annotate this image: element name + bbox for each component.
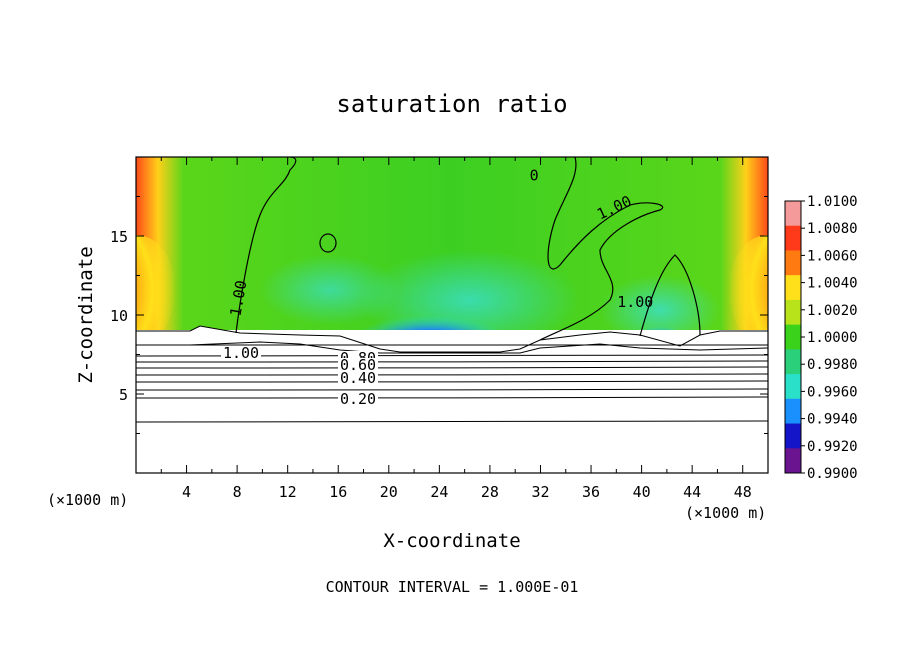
left-hot-region — [136, 235, 176, 345]
contour-label: 0.40 — [340, 369, 376, 387]
contour-label: 0.20 — [340, 390, 376, 408]
contour-label-upper: 1.00 — [617, 293, 653, 311]
contour-0.30 — [136, 388, 768, 391]
y-tick-label: 10 — [110, 307, 128, 325]
contour-0.60 — [136, 366, 768, 369]
plot-area — [136, 157, 768, 473]
contour-labels: 1.000.800.600.400.20 — [221, 344, 378, 408]
contour-label: 0.60 — [340, 356, 376, 374]
contour-label-bg — [338, 358, 378, 372]
x-tick-label: 36 — [582, 483, 600, 501]
contour-0.10 — [136, 420, 768, 423]
right-hot-region — [728, 235, 768, 345]
colorbar-swatch — [785, 275, 801, 301]
colorbar-label: 1.0060 — [807, 248, 858, 264]
colorbar-label: 0.9920 — [807, 439, 858, 455]
contour-label: 1.00 — [223, 344, 259, 362]
x-tick-label: 48 — [734, 483, 752, 501]
contour-0.80 — [136, 354, 768, 357]
colorbar-swatch — [785, 423, 801, 449]
y-tick-label: 5 — [119, 386, 128, 404]
colorbar-label: 0.9980 — [807, 357, 858, 373]
contour-0.20 — [136, 396, 768, 399]
cyan-region-3 — [600, 275, 720, 345]
chart-title: saturation ratio — [336, 90, 567, 118]
y-axis-label: Z-coordinate — [75, 246, 97, 383]
colorbar-label: 1.0100 — [807, 194, 858, 210]
x-axis-label: X-coordinate — [383, 530, 520, 552]
colorbar-swatch — [785, 374, 801, 400]
contour-0.50 — [136, 373, 768, 376]
colorbar: 1.0100 1.0080 1.0060 1.0040 1.0020 1.0000 0.99… — [784, 194, 858, 482]
colorbar-label: 1.0040 — [807, 276, 858, 292]
x-tick-label: 20 — [380, 483, 398, 501]
colorbar-swatch — [785, 250, 801, 276]
colorbar-swatch — [785, 201, 801, 227]
contour-label-bg — [221, 346, 261, 360]
contour-label-upper: 0 — [530, 167, 539, 185]
colorbar-swatch — [785, 299, 801, 326]
x-tick-label: 4 — [182, 483, 191, 501]
x-unit-label: (×1000 m) — [685, 504, 766, 522]
contour-label-bg — [338, 392, 378, 406]
colorbar-swatch — [785, 448, 801, 474]
cloud-base-contour — [136, 325, 768, 353]
colorbar-swatch — [785, 398, 801, 425]
contour-0.40 — [136, 380, 768, 383]
contour-interval-note: CONTOUR INTERVAL = 1.000E-01 — [326, 578, 579, 596]
colorbar-label: 1.0000 — [807, 330, 858, 346]
contour-1.00 — [189, 341, 768, 354]
colorbar-label: 0.9900 — [807, 466, 858, 482]
colorbar-swatch — [785, 225, 801, 251]
x-axis-ticks: 4 8 12 16 20 24 28 32 36 40 44 48 — [160, 157, 752, 501]
colorbar-label: 0.9940 — [807, 412, 858, 428]
x-tick-label: 40 — [633, 483, 651, 501]
contour-1.00-upper-left — [235, 157, 297, 334]
contour-1.00-upper-right — [539, 157, 664, 341]
colorbar-swatch — [785, 349, 801, 375]
x-tick-label: 44 — [683, 483, 701, 501]
colorbar-label: 0.9960 — [807, 384, 858, 400]
contour-0.70 — [136, 360, 768, 363]
z-unit-label: (×1000 m) — [47, 491, 128, 509]
x-tick-label: 28 — [481, 483, 499, 501]
x-tick-label: 32 — [531, 483, 549, 501]
contour-label-upper: 1.00 — [227, 279, 251, 318]
contour-1.00-closed-loop — [319, 233, 337, 253]
contour-label-bg — [338, 371, 378, 385]
x-tick-label: 24 — [430, 483, 448, 501]
y-axis-ticks: 5 10 15 — [110, 196, 768, 434]
colorbar-swatch — [785, 324, 801, 350]
x-tick-label: 8 — [233, 483, 242, 501]
x-tick-label: 16 — [329, 483, 347, 501]
contour-1.00-upper-far-right — [639, 254, 701, 337]
colorbar-label: 1.0020 — [807, 303, 858, 319]
x-tick-label: 12 — [279, 483, 297, 501]
y-tick-label: 15 — [110, 228, 128, 246]
colorbar-label: 1.0080 — [807, 221, 858, 237]
